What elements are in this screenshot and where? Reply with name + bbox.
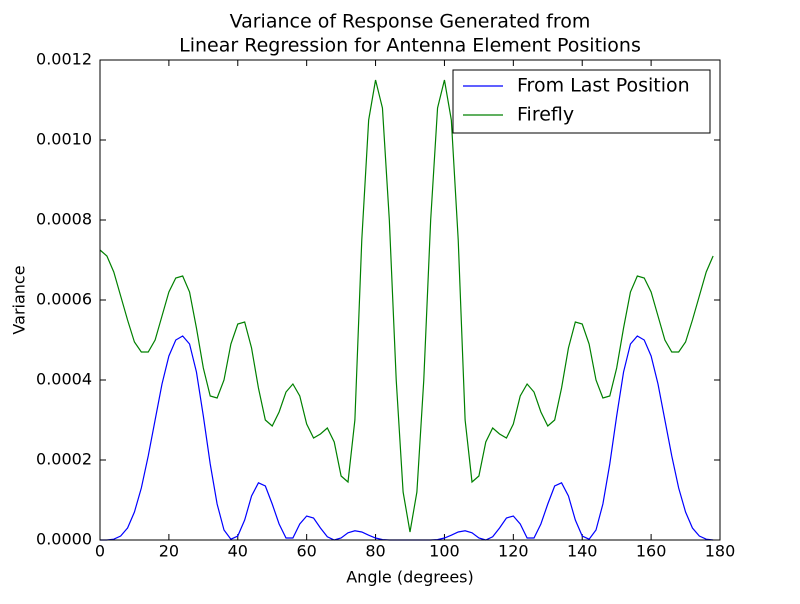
x-tick-label: 40 (228, 542, 248, 561)
y-tick-label: 0.0010 (36, 130, 92, 149)
legend-label: From Last Position (517, 75, 690, 97)
x-tick-label: 120 (498, 542, 529, 561)
y-tick-label: 0.0012 (36, 50, 92, 69)
plot-frame (99, 59, 721, 541)
chart-title: Linear Regression for Antenna Element Po… (179, 35, 641, 57)
x-tick-label: 60 (296, 542, 316, 561)
y-tick-label: 0.0008 (36, 210, 92, 229)
x-tick-label: 20 (159, 542, 179, 561)
y-tick-label: 0.0002 (36, 450, 92, 469)
x-axis-label: Angle (degrees) (346, 568, 474, 587)
x-tick-label: 80 (365, 542, 385, 561)
legend-label: Firefly (517, 104, 574, 126)
chart-title: Variance of Response Generated from (230, 11, 591, 33)
y-tick-label: 0.0004 (36, 370, 92, 389)
x-tick-label: 140 (567, 542, 598, 561)
y-tick-label: 0.0000 (36, 530, 92, 549)
data-line (99, 79, 714, 533)
x-tick-label: 0 (95, 542, 105, 561)
x-tick-label: 100 (429, 542, 460, 561)
legend-box (452, 69, 711, 134)
y-axis-label: Variance (10, 265, 29, 334)
x-tick-label: 160 (636, 542, 667, 561)
x-tick-label: 180 (705, 542, 736, 561)
y-tick-label: 0.0006 (36, 290, 92, 309)
